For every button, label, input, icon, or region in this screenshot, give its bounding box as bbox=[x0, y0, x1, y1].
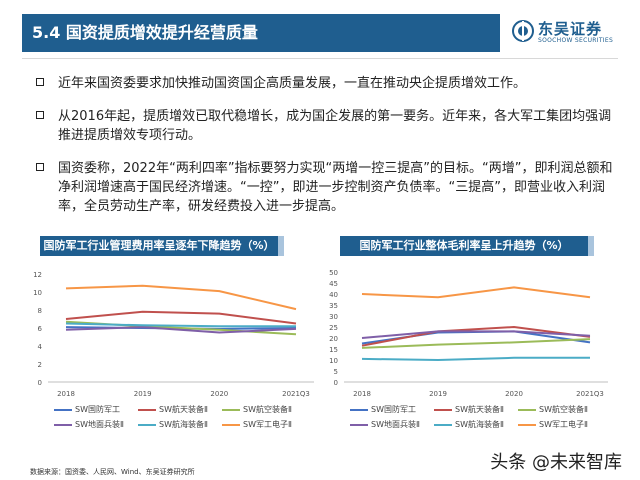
y-tick-label: 0 bbox=[38, 379, 42, 387]
bullet-item: 从2016年起，提质增效已取代稳增长，成为国企发展的第一要务。近年来，各大军工集… bbox=[36, 107, 616, 145]
y-tick-label: 2 bbox=[38, 361, 42, 369]
legend-swatch bbox=[138, 408, 156, 411]
checkbox-bullet-icon bbox=[36, 111, 44, 119]
legend-item: SW国防军工 bbox=[350, 404, 416, 415]
legend-label: SW航海装备Ⅱ bbox=[159, 420, 208, 429]
legend-label: SW地面兵装Ⅱ bbox=[371, 420, 420, 429]
checkbox-bullet-icon bbox=[36, 163, 44, 171]
legend-item: SW航空装备Ⅱ bbox=[222, 404, 292, 415]
chart-title-accent bbox=[588, 236, 594, 256]
series-line bbox=[361, 338, 591, 349]
y-tick-label: 45 bbox=[329, 280, 338, 288]
page-title: 5.4 国资提质增效提升经营质量 bbox=[22, 14, 500, 52]
y-tick-label: 8 bbox=[38, 307, 42, 315]
chart-title-left-text: 国防军工行业管理费用率呈逐年下降趋势（%） bbox=[43, 239, 275, 252]
y-tick-label: 5 bbox=[334, 368, 338, 376]
legend-label: SW军工电子Ⅱ bbox=[243, 420, 292, 429]
checkbox-bullet-icon bbox=[36, 78, 44, 86]
legend-item: SW地面兵装Ⅱ bbox=[350, 419, 420, 430]
x-tick-label: 2021Q3 bbox=[282, 390, 310, 398]
series-line bbox=[361, 286, 591, 299]
chart-title-right: 国防军工行业整体毛利率呈上升趋势（%） bbox=[340, 236, 594, 256]
chart-title-accent bbox=[278, 236, 284, 256]
x-tick-label: 2021Q3 bbox=[576, 390, 604, 398]
series-line bbox=[65, 322, 296, 328]
x-tick-label: 2020 bbox=[210, 390, 228, 398]
legend-item: SW航海装备Ⅱ bbox=[434, 419, 504, 430]
chart-right: 0 5 10 15 20 25 30 35 40 45 50 2018 2019 2020 2021Q3 bbox=[329, 269, 608, 398]
legend-swatch bbox=[54, 408, 72, 411]
y-tick-label: 12 bbox=[33, 271, 42, 279]
legend-swatch bbox=[518, 423, 536, 426]
bullet-list: 近年来国资委要求加快推动国资国企高质量发展，一直在推动央企提质增效工作。 从20… bbox=[36, 74, 616, 230]
brand-logo: 东吴证券 SOOCHOW SECURITIES bbox=[512, 18, 632, 48]
y-tick-label: 0 bbox=[334, 379, 338, 387]
legend-label: SW航空装备Ⅱ bbox=[243, 405, 292, 414]
logo-text-cn: 东吴证券 bbox=[538, 20, 603, 38]
chart-title-right-text: 国防军工行业整体毛利率呈上升趋势（%） bbox=[359, 239, 569, 252]
logo-mark-icon bbox=[512, 20, 534, 42]
chart-left: 0 2 4 6 8 10 12 2018 2019 2020 2021Q3 bbox=[33, 271, 314, 398]
legend-item: SW航空装备Ⅱ bbox=[518, 404, 588, 415]
legend-item: SW军工电子Ⅱ bbox=[518, 419, 588, 430]
legend-swatch bbox=[518, 408, 536, 411]
legend-label: SW航天装备Ⅱ bbox=[455, 405, 504, 414]
series-line bbox=[361, 326, 591, 347]
y-tick-label: 10 bbox=[33, 289, 42, 297]
legend-label: SW航天装备Ⅱ bbox=[159, 405, 208, 414]
y-tick-label: 20 bbox=[329, 335, 338, 343]
y-tick-label: 50 bbox=[329, 269, 338, 277]
y-tick-label: 4 bbox=[38, 343, 43, 351]
legend-label: SW军工电子Ⅱ bbox=[539, 420, 588, 429]
y-tick-label: 6 bbox=[38, 325, 43, 333]
bullet-text: 近年来国资委要求加快推动国资国企高质量发展，一直在推动央企提质增效工作。 bbox=[58, 76, 527, 91]
y-tick-label: 10 bbox=[329, 357, 338, 365]
y-tick-label: 25 bbox=[329, 324, 338, 332]
legend-item: SW航天装备Ⅱ bbox=[138, 404, 208, 415]
y-tick-label: 15 bbox=[329, 346, 338, 354]
legend-swatch bbox=[350, 423, 368, 426]
data-source-note: 数据来源：国资委、人民网、Wind、东吴证券研究所 bbox=[30, 468, 195, 476]
bullet-text: 国资委称，2022年“两利四率”指标要努力实现“两增一控三提高”的目标。“两增”… bbox=[58, 161, 613, 214]
x-tick-label: 2019 bbox=[429, 390, 447, 398]
legend-swatch bbox=[138, 423, 156, 426]
series-line bbox=[361, 356, 590, 361]
legend-label: SW地面兵装Ⅱ bbox=[75, 420, 124, 429]
chart-title-left: 国防军工行业管理费用率呈逐年下降趋势（%） bbox=[40, 236, 284, 256]
bullet-item: 国资委称，2022年“两利四率”指标要努力实现“两增一控三提高”的目标。“两增”… bbox=[36, 159, 616, 216]
legend-right: SW国防军工 SW航天装备Ⅱ SW航空装备Ⅱ SW地面兵装Ⅱ SW航海装备Ⅱ SW军工电子… bbox=[350, 404, 610, 434]
legend-swatch bbox=[54, 423, 72, 426]
x-tick-label: 2019 bbox=[134, 390, 152, 398]
legend-swatch bbox=[222, 408, 240, 411]
y-tick-label: 35 bbox=[329, 302, 338, 310]
legend-item: SW国防军工 bbox=[54, 404, 120, 415]
legend-swatch bbox=[434, 423, 452, 426]
legend-item: SW航海装备Ⅱ bbox=[138, 419, 208, 430]
legend-item: SW军工电子Ⅱ bbox=[222, 419, 292, 430]
legend-item: SW航天装备Ⅱ bbox=[434, 404, 504, 415]
logo-text-en: SOOCHOW SECURITIES bbox=[538, 37, 614, 44]
legend-label: SW国防军工 bbox=[75, 405, 120, 414]
series-line bbox=[65, 310, 297, 325]
y-tick-label: 30 bbox=[329, 313, 338, 321]
legend-swatch bbox=[434, 408, 452, 411]
legend-label: SW航海装备Ⅱ bbox=[455, 420, 504, 429]
legend-left: SW国防军工 SW航天装备Ⅱ SW航空装备Ⅱ SW地面兵装Ⅱ SW航海装备Ⅱ SW军工电子… bbox=[54, 404, 314, 434]
bullet-item: 近年来国资委要求加快推动国资国企高质量发展，一直在推动央企提质增效工作。 bbox=[36, 74, 616, 93]
series-line bbox=[65, 326, 297, 334]
legend-label: SW航空装备Ⅱ bbox=[539, 405, 588, 414]
x-tick-label: 2018 bbox=[353, 390, 371, 398]
y-tick-label: 40 bbox=[329, 291, 338, 299]
legend-item: SW地面兵装Ⅱ bbox=[54, 419, 124, 430]
legend-swatch bbox=[350, 408, 368, 411]
legend-label: SW国防军工 bbox=[371, 405, 416, 414]
header-divider bbox=[22, 58, 618, 59]
watermark: 头条 @未来智库 bbox=[490, 452, 622, 473]
series-line bbox=[65, 284, 297, 311]
x-tick-label: 2018 bbox=[57, 390, 75, 398]
series-line bbox=[361, 330, 591, 339]
x-tick-label: 2020 bbox=[505, 390, 523, 398]
legend-swatch bbox=[222, 423, 240, 426]
bullet-text: 从2016年起，提质增效已取代稳增长，成为国企发展的第一要务。近年来，各大军工集… bbox=[58, 109, 612, 143]
